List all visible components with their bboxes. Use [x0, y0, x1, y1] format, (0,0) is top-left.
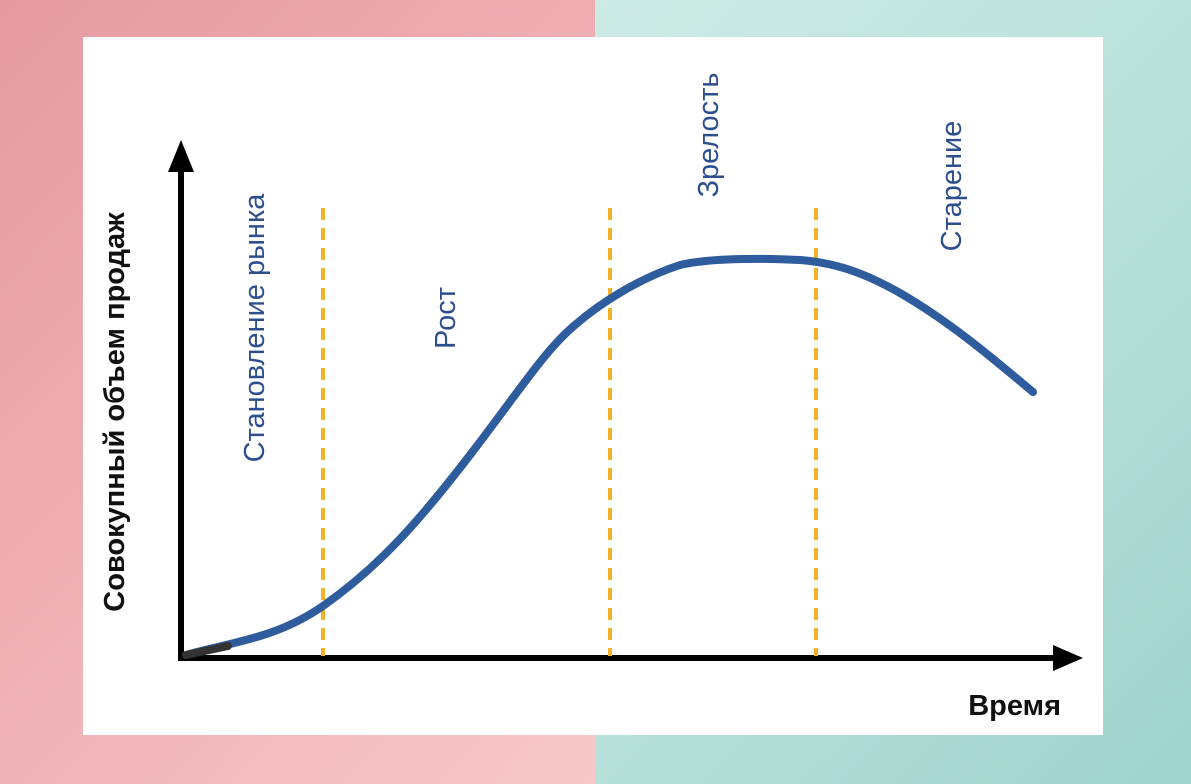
- stage-label-1: Становление рынка: [239, 193, 271, 463]
- stage-label-2: Рост: [430, 287, 462, 349]
- sales-curve: [182, 254, 1037, 659]
- y-axis-title: Совокупный объем продаж: [99, 212, 131, 612]
- stage-label-4: Старение: [936, 121, 968, 252]
- diagram-card: [83, 37, 1103, 735]
- y-axis-arrow: [168, 140, 194, 172]
- x-axis-arrow: [1053, 645, 1083, 671]
- stage-label-3: Зрелость: [693, 72, 725, 197]
- x-axis-title: Время: [968, 690, 1061, 722]
- curve-start-segment: [182, 642, 232, 659]
